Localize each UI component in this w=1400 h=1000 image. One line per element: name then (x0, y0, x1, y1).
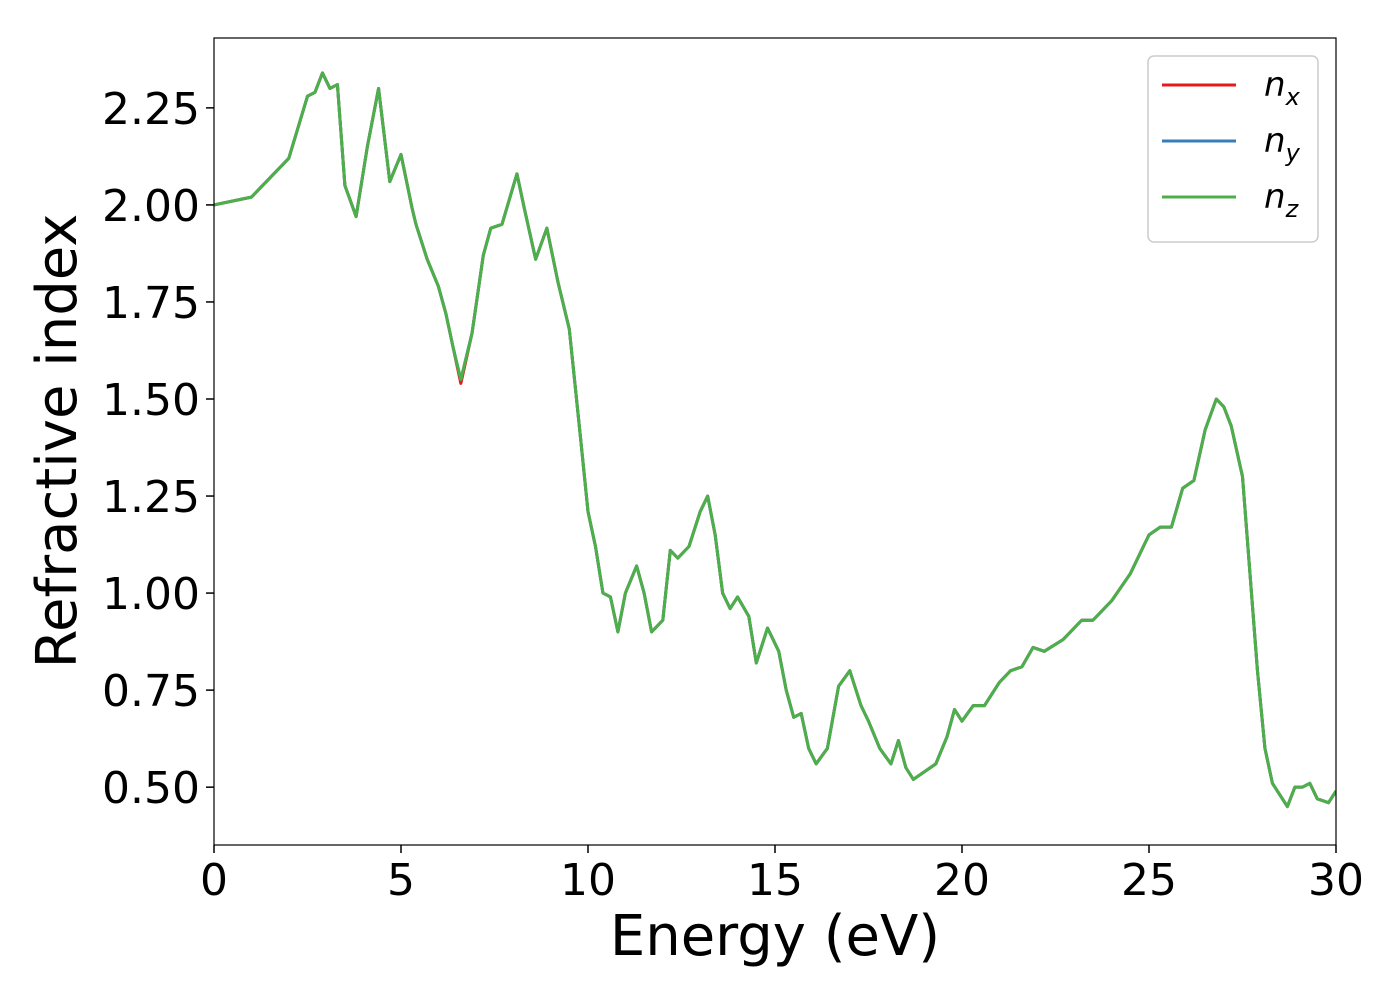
x-axis-label: Energy (eV) (610, 904, 940, 969)
series-line (214, 71, 1336, 809)
y-tick-label: 1.50 (102, 375, 200, 426)
y-tick-label: 0.50 (102, 763, 200, 814)
y-tick-label: 0.75 (102, 666, 200, 717)
x-tick-label: 30 (1308, 855, 1364, 906)
y-tick-label: 1.00 (102, 569, 200, 620)
x-tick-label: 0 (200, 855, 228, 906)
plot-frame (213, 37, 1337, 846)
x-tick-label: 25 (1121, 855, 1177, 906)
y-tick-label: 2.00 (102, 181, 200, 232)
y-tick-label: 1.25 (102, 472, 200, 523)
y-axis-label: Refractive index (25, 214, 90, 669)
y-tick-label: 1.75 (102, 278, 200, 329)
x-tick-label: 10 (560, 855, 616, 906)
x-tick-label: 20 (934, 855, 990, 906)
x-tick-label: 5 (387, 855, 415, 906)
y-tick-label: 2.25 (102, 84, 200, 135)
x-tick-label: 15 (747, 855, 803, 906)
